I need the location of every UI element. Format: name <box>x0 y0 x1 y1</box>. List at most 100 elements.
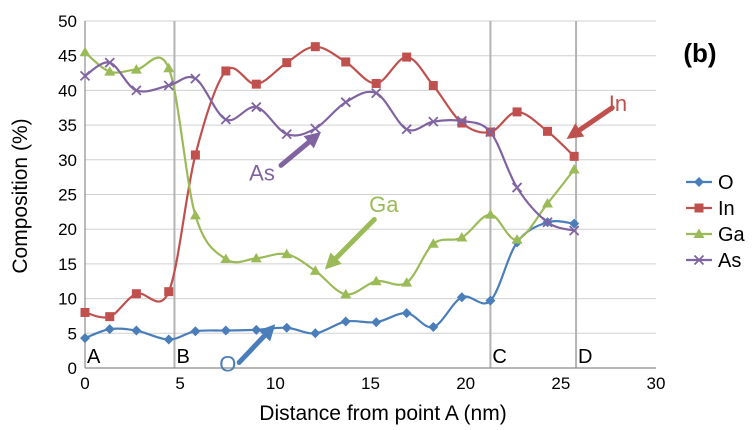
series-line-o <box>84 220 575 341</box>
legend-label-as: As <box>718 250 741 272</box>
data-point-in <box>282 58 292 68</box>
data-point-ga <box>401 277 413 287</box>
data-point-ga <box>189 209 201 220</box>
y-tick-label: 10 <box>58 290 77 309</box>
legend: O In Ga As <box>686 172 746 272</box>
data-point-as <box>251 101 262 113</box>
data-point-in <box>428 81 438 91</box>
data-point-as <box>511 182 523 193</box>
annotation-label-in: In <box>609 91 627 116</box>
annotation-as: As <box>249 132 322 186</box>
data-point-o <box>220 325 231 336</box>
marker-stroke <box>79 70 91 81</box>
data-point-o <box>371 317 382 328</box>
data-point-ga <box>220 253 232 264</box>
data-point-in <box>190 150 200 160</box>
legend-marker <box>694 203 704 213</box>
data-point-as <box>104 57 115 68</box>
data-point-ga <box>250 252 262 263</box>
data-point-as <box>79 70 91 81</box>
x-tick-label: 10 <box>266 374 285 393</box>
data-point-as <box>456 115 467 127</box>
data-point-as <box>340 97 351 108</box>
x-tick-label: 30 <box>647 374 666 393</box>
data-point-o <box>104 324 115 335</box>
marker-stroke <box>456 115 467 127</box>
data-point-o <box>80 333 90 344</box>
data-point-o <box>340 316 351 327</box>
y-tick-label: 5 <box>68 324 77 343</box>
marker-stroke <box>104 57 115 68</box>
annotation-arrow-shaft <box>278 139 312 168</box>
annotation-ga: Ga <box>324 192 399 270</box>
annotation-arrow-head <box>324 252 342 270</box>
data-point-in <box>105 312 115 322</box>
data-point-as <box>220 114 231 125</box>
data-point-in <box>131 289 141 299</box>
data-point-in <box>221 66 231 76</box>
data-point-ga <box>163 62 175 73</box>
data-point-o <box>310 328 321 339</box>
legend-item-ga: Ga <box>686 224 746 246</box>
data-point-as <box>131 85 142 96</box>
y-tick-label: 20 <box>58 220 77 239</box>
legend-label-o: O <box>718 172 734 194</box>
marker-stroke <box>693 254 705 266</box>
legend-label-in: In <box>718 198 735 220</box>
data-point-o <box>131 325 142 336</box>
y-tick-label: 50 <box>58 12 77 31</box>
marker-stroke <box>131 85 142 96</box>
series-ga <box>79 46 580 299</box>
data-point-as <box>190 73 201 84</box>
data-point-in <box>543 126 553 136</box>
series-layer <box>79 42 580 345</box>
marker-stroke <box>281 128 292 140</box>
series-o <box>80 217 580 345</box>
data-point-ga <box>309 265 321 275</box>
marker-stroke <box>310 123 321 134</box>
annotation-arrow-shaft <box>236 333 267 365</box>
data-point-in <box>569 151 579 161</box>
data-point-in <box>371 78 381 88</box>
data-point-o <box>281 322 292 333</box>
data-point-ga <box>427 238 439 248</box>
x-tick-label: 0 <box>80 374 89 393</box>
data-point-o <box>428 322 439 333</box>
y-axis-label: Composition (%) <box>9 118 32 273</box>
legend-item-in: In <box>686 198 735 220</box>
marker-stroke <box>190 73 201 84</box>
data-point-in <box>341 57 351 67</box>
data-point-in <box>251 79 261 89</box>
data-point-ga <box>130 64 142 74</box>
legend-item-as: As <box>686 250 741 272</box>
y-tick-label: 40 <box>58 81 77 100</box>
data-point-ga <box>511 234 523 244</box>
data-point-ga <box>340 288 352 299</box>
annotation-arrow-shaft <box>333 216 377 261</box>
data-point-ga <box>281 248 293 259</box>
legend-label-ga: Ga <box>718 224 746 246</box>
annotation-o: O <box>219 324 276 376</box>
series-line-in <box>84 45 575 319</box>
data-point-in <box>512 107 522 117</box>
data-point-ga <box>79 46 91 57</box>
annotation-in: In <box>566 91 627 139</box>
marker-stroke <box>428 116 439 127</box>
marker-label-d: D <box>578 346 592 368</box>
data-point-ga <box>456 232 468 242</box>
annotation-arrow-head <box>566 123 585 139</box>
marker-stroke <box>251 101 262 113</box>
vertical-markers: A B C D <box>87 21 593 368</box>
panel-label: (b) <box>683 38 716 68</box>
marker-stroke <box>485 126 496 138</box>
marker-stroke <box>220 114 231 125</box>
legend-marker <box>693 254 705 266</box>
data-point-o <box>569 218 580 229</box>
x-tick-label: 25 <box>551 374 570 393</box>
marker-stroke <box>511 182 523 193</box>
marker-stroke <box>340 97 351 108</box>
data-point-as <box>163 80 174 91</box>
y-tick-label: 25 <box>58 186 77 205</box>
data-point-o <box>163 334 174 345</box>
